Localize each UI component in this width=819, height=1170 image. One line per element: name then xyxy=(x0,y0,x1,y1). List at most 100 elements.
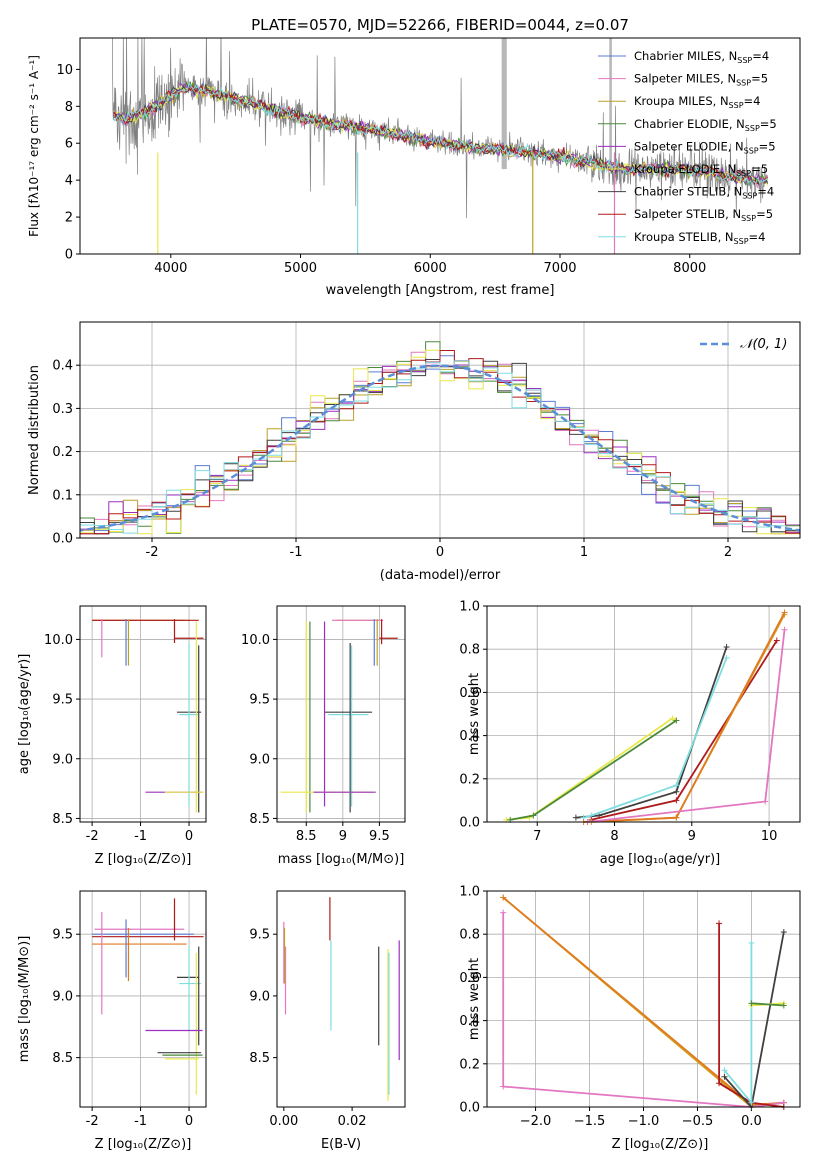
wage-xtick-label: 7 xyxy=(533,829,541,844)
mass-vs-Z-labels: Z [log₁₀(Z/Z⊙)] mass [log₁₀(M/M⊙)] xyxy=(17,936,191,1152)
agemass-frame xyxy=(276,605,406,823)
legend-entry: Chabrier ELODIE, NSSP=5 xyxy=(598,117,777,133)
legend-label: Kroupa MILES, NSSP=4 xyxy=(634,94,760,110)
ageZ-marks xyxy=(92,619,204,813)
agemass-marks xyxy=(280,619,398,813)
spectrum-model-line xyxy=(113,83,769,186)
ebv-panel: 0.00 0.02 8.5 9.0 9.5 xyxy=(249,890,406,1129)
ageZ-ticks: -2 -1 0 8.5 9.0 9.5 10.0 xyxy=(44,633,193,844)
mass-weight-marker xyxy=(673,782,680,789)
residual-histogram xyxy=(80,360,800,534)
wZ-xlabel: Z [log₁₀(Z/Z⊙)] xyxy=(612,1137,709,1152)
agemass-ytick-label: 10.0 xyxy=(241,633,270,648)
ageZ-xtick-label: -1 xyxy=(134,829,147,844)
residuals-xtick-label: -2 xyxy=(146,545,159,560)
ebv-xtick-label: 0.00 xyxy=(269,1114,298,1129)
spectrum-ticks: 4000 5000 6000 7000 8000 0 2 4 6 8 10 xyxy=(56,63,706,276)
wage-xlabel: age [log₁₀(age/yr)] xyxy=(600,852,721,867)
agemass-xtick-label: 9 xyxy=(339,829,347,844)
spectrum-ytick-label: 2 xyxy=(65,211,73,226)
wage-marks xyxy=(503,609,788,825)
wage-ylabel: mass weight xyxy=(467,673,482,755)
ebv-ticks: 0.00 0.02 8.5 9.0 9.5 xyxy=(249,928,366,1129)
ebv-ytick-label: 9.5 xyxy=(249,928,270,943)
massZ-ylabel: mass [log₁₀(M/M⊙)] xyxy=(17,936,32,1063)
wZ-xtick-label: −0.5 xyxy=(682,1114,714,1129)
normal-legend-label: 𝒩(0, 1) xyxy=(740,337,787,352)
weight-vs-Z-labels: Z [log₁₀(Z/Z⊙)] mass weight xyxy=(467,958,708,1152)
mass-weight-marker xyxy=(773,637,780,644)
weight-vs-age-labels: age [log₁₀(age/yr)] mass weight xyxy=(467,673,720,867)
mass-weight-marker xyxy=(721,1073,728,1080)
wage-ytick-label: 0.8 xyxy=(459,643,480,658)
mass-weight-marker xyxy=(721,1067,728,1074)
mass-weight-marker xyxy=(762,798,769,805)
wage-frame xyxy=(486,605,801,823)
wage-xtick-label: 9 xyxy=(688,829,696,844)
mass-vs-ebv-labels: E(B-V) xyxy=(321,1137,361,1152)
wZ-xtick-label: 0.0 xyxy=(741,1114,762,1129)
legend-entry: Salpeter STELIB, NSSP=5 xyxy=(598,207,773,223)
legend-label: Chabrier ELODIE, NSSP=5 xyxy=(634,117,777,133)
agemass-xlabel: mass [log₁₀(M/M⊙)] xyxy=(278,852,405,867)
residuals-ytick-label: 0.4 xyxy=(52,359,73,374)
residuals-ytick-label: 0.1 xyxy=(52,488,73,503)
legend-label: Salpeter STELIB, NSSP=5 xyxy=(634,207,773,223)
wZ-ytick-label: 0.6 xyxy=(459,971,480,986)
spectrum-xtick-label: 7000 xyxy=(543,261,576,276)
ageZ-ytick-label: 10.0 xyxy=(44,633,73,648)
mass-weight-marker xyxy=(673,717,680,724)
massZ-xtick-label: 0 xyxy=(185,1114,193,1129)
massZ-frame xyxy=(79,890,207,1108)
residuals-ytick-label: 0.2 xyxy=(52,445,73,460)
spectrum-xlabel: wavelength [Angstrom, rest frame] xyxy=(326,283,555,298)
legend-label: Kroupa STELIB, NSSP=4 xyxy=(634,230,765,246)
wage-ytick-label: 0.6 xyxy=(459,686,480,701)
spectrum-xtick-label: 5000 xyxy=(284,261,317,276)
ageZ-xtick-label: 0 xyxy=(185,829,193,844)
spectrum-xtick-label: 6000 xyxy=(414,261,447,276)
wZ-ylabel: mass weight xyxy=(467,958,482,1040)
legend-entry: Chabrier MILES, NSSP=4 xyxy=(598,49,769,65)
residuals-ytick-label: 0.0 xyxy=(52,532,73,547)
mass-weight-marker xyxy=(748,1000,755,1007)
residual-histogram xyxy=(80,350,800,535)
wZ-xtick-label: −1.5 xyxy=(574,1114,606,1129)
spectrum-ytick-label: 0 xyxy=(65,248,73,263)
wZ-xtick-label: −1.0 xyxy=(628,1114,660,1129)
residuals-xlabel: (data-model)/error xyxy=(380,568,501,583)
wage-ytick-label: 0.0 xyxy=(459,816,480,831)
ageZ-panel: -2 -1 0 8.5 9.0 9.5 10.0 xyxy=(44,605,207,844)
spectrum-ytick-label: 8 xyxy=(65,100,73,115)
ageZ-frame xyxy=(79,605,207,823)
mass-weight-marker xyxy=(500,909,507,916)
mass-weight-line xyxy=(751,1002,784,1007)
figure-title: PLATE=0570, MJD=52266, FIBERID=0044, z=0… xyxy=(251,16,629,34)
ebv-xlabel: E(B-V) xyxy=(321,1137,361,1152)
mass-weight-marker xyxy=(723,644,730,651)
ebv-marks xyxy=(283,897,400,1101)
legend-entry: Chabrier STELIB, NSSP=4 xyxy=(598,185,774,201)
ageZ-xtick-label: -2 xyxy=(86,829,99,844)
mass-weight-marker xyxy=(780,1002,787,1009)
legend-entry: Kroupa MILES, NSSP=4 xyxy=(598,94,760,110)
legend-label: Salpeter ELODIE, NSSP=5 xyxy=(634,139,776,155)
residuals-xtick-label: 2 xyxy=(724,545,732,560)
spectrum-masked-region xyxy=(609,38,612,170)
spectrum-ytick-label: 10 xyxy=(56,63,73,78)
mass-weight-marker xyxy=(572,814,579,821)
legend-label: Chabrier STELIB, NSSP=4 xyxy=(634,185,774,201)
massZ-ytick-label: 9.0 xyxy=(52,989,73,1004)
ageZ-xlabel: Z [log₁₀(Z/Z⊙)] xyxy=(95,852,192,867)
wage-xtick-label: 10 xyxy=(761,829,778,844)
residuals-panel: -2 -1 0 1 2 0.0 0.1 0.2 0.3 0.4 (data-model)/erro… xyxy=(27,321,801,583)
mass-weight-line xyxy=(583,657,728,819)
residuals-xtick-label: 1 xyxy=(580,545,588,560)
wZ-ytick-label: 1.0 xyxy=(459,885,480,900)
legend-label: Chabrier MILES, NSSP=4 xyxy=(634,49,769,65)
massZ-xtick-label: -2 xyxy=(86,1114,99,1129)
wZ-ytick-label: 0.4 xyxy=(459,1014,480,1029)
mass-weight-marker xyxy=(781,609,788,616)
mass-weight-marker xyxy=(781,626,788,633)
